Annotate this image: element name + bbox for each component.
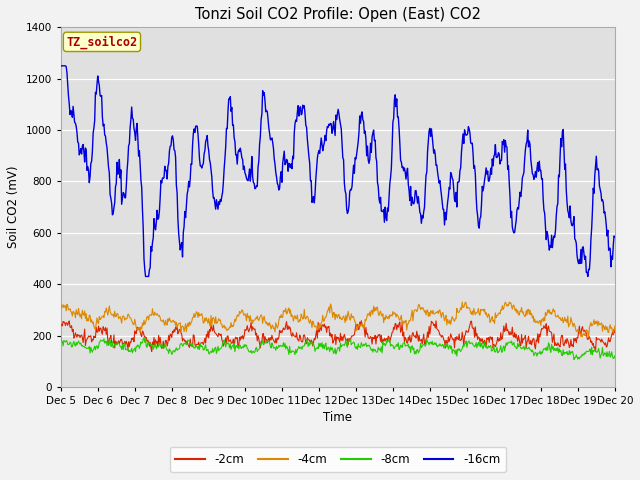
Title: Tonzi Soil CO2 Profile: Open (East) CO2: Tonzi Soil CO2 Profile: Open (East) CO2 [195, 7, 481, 22]
X-axis label: Time: Time [323, 411, 352, 424]
Legend: -2cm, -4cm, -8cm, -16cm: -2cm, -4cm, -8cm, -16cm [170, 447, 506, 471]
Text: TZ_soilco2: TZ_soilco2 [67, 35, 138, 48]
Y-axis label: Soil CO2 (mV): Soil CO2 (mV) [7, 166, 20, 248]
